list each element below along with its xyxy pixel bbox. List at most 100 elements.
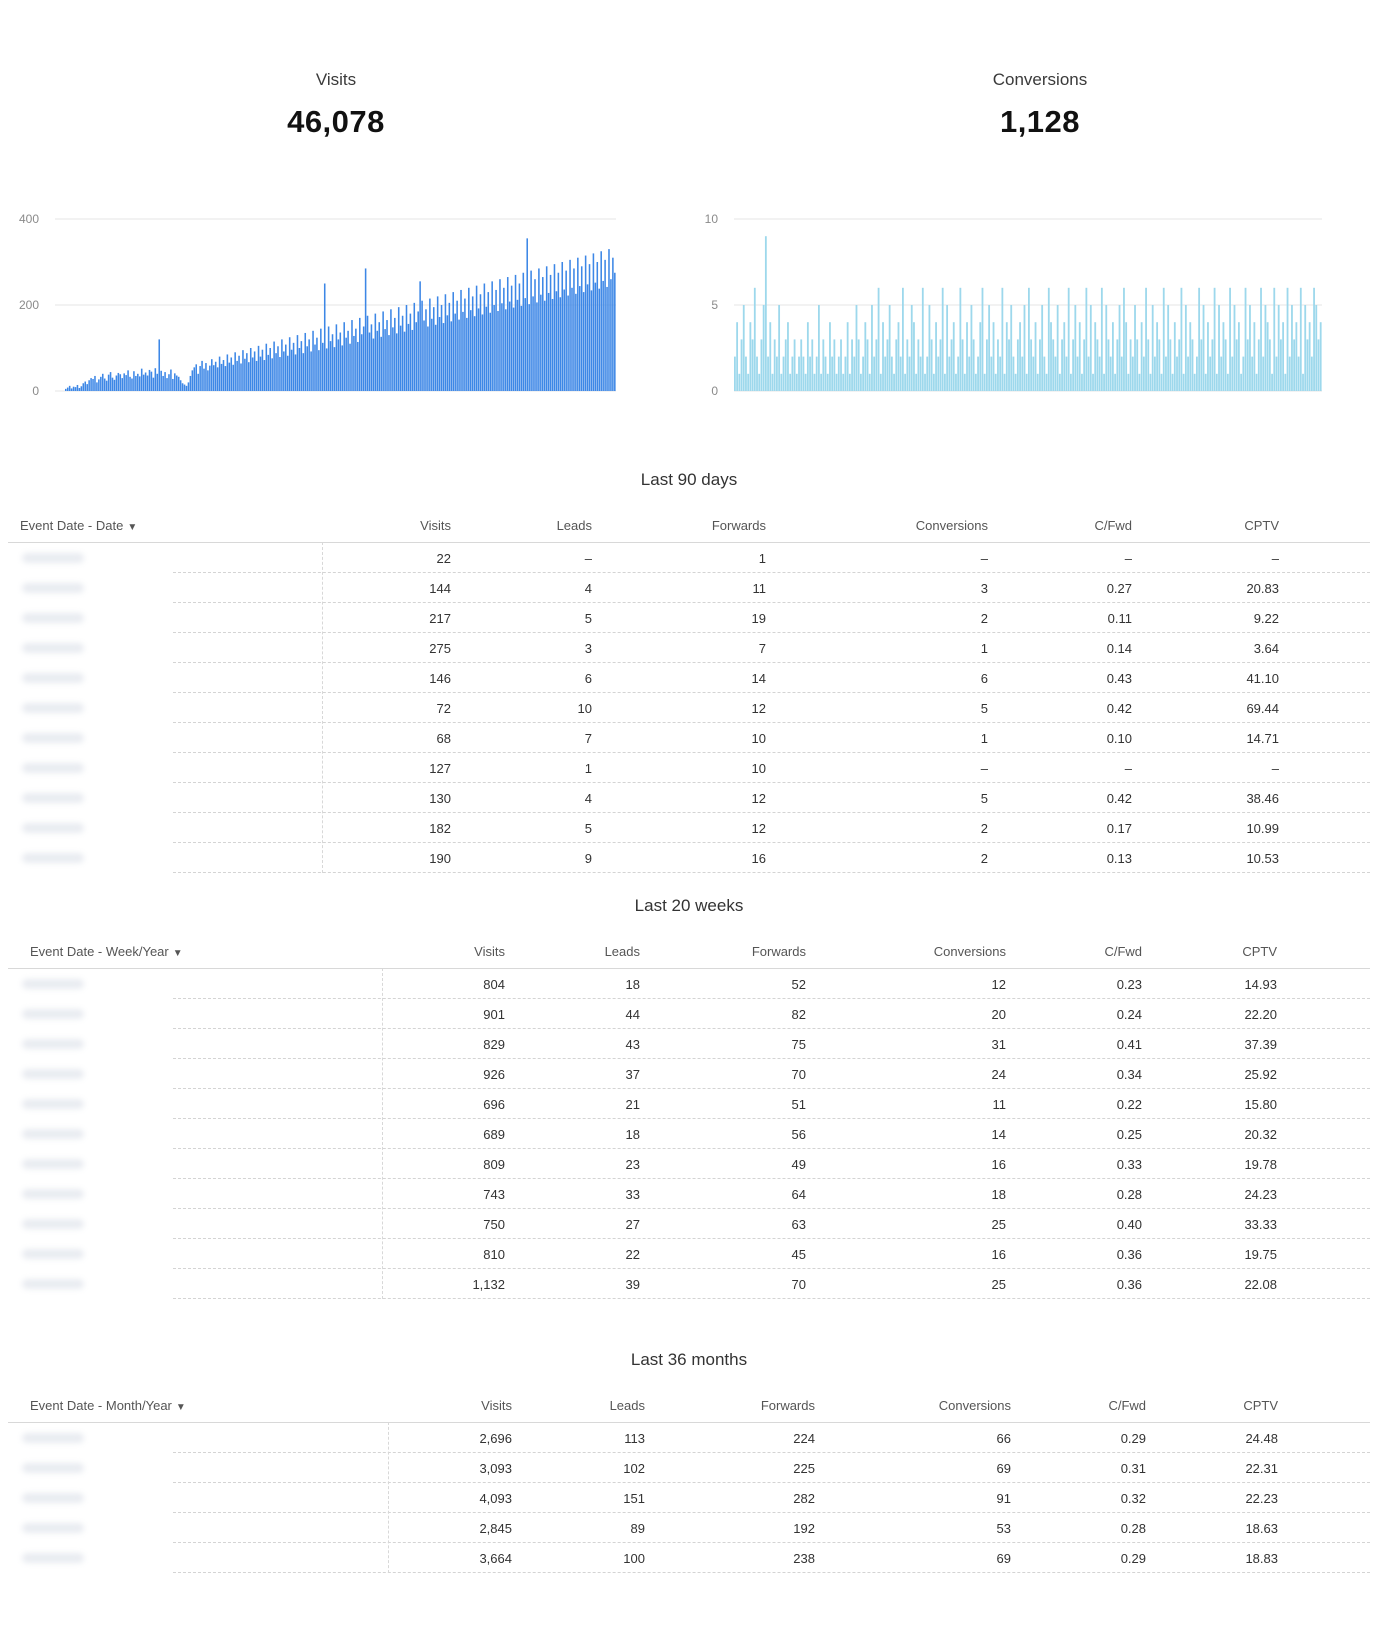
bar[interactable]: [80, 386, 83, 391]
bar[interactable]: [277, 346, 279, 391]
bar[interactable]: [1187, 356, 1189, 391]
bar[interactable]: [1264, 305, 1267, 391]
bar[interactable]: [565, 270, 567, 391]
bar[interactable]: [1129, 339, 1132, 391]
bar[interactable]: [154, 368, 157, 391]
bar[interactable]: [491, 281, 493, 391]
bar[interactable]: [401, 315, 404, 391]
bar[interactable]: [370, 324, 373, 391]
bar[interactable]: [806, 322, 809, 391]
sort-caret-icon[interactable]: ▼: [175, 1402, 186, 1413]
bar[interactable]: [573, 268, 575, 391]
bar[interactable]: [1107, 339, 1110, 391]
bar[interactable]: [339, 332, 342, 391]
bar[interactable]: [780, 373, 783, 391]
bar[interactable]: [1019, 322, 1021, 391]
bar[interactable]: [1034, 322, 1037, 391]
bar[interactable]: [454, 313, 456, 391]
bar[interactable]: [314, 344, 316, 391]
bar[interactable]: [532, 296, 534, 391]
bar[interactable]: [809, 356, 811, 391]
bar[interactable]: [493, 305, 495, 391]
bar[interactable]: [592, 253, 595, 391]
column-header-cptv[interactable]: CPTV: [1242, 944, 1277, 959]
bar[interactable]: [913, 322, 915, 391]
bar[interactable]: [994, 373, 997, 391]
bar[interactable]: [409, 313, 412, 391]
bar[interactable]: [1257, 339, 1260, 391]
bar[interactable]: [957, 356, 960, 391]
bar[interactable]: [826, 373, 829, 391]
bar[interactable]: [926, 356, 929, 391]
bar[interactable]: [283, 351, 285, 391]
bar[interactable]: [955, 373, 957, 391]
bar[interactable]: [362, 326, 365, 392]
bar[interactable]: [895, 339, 898, 391]
bar[interactable]: [824, 356, 827, 391]
bar[interactable]: [787, 322, 789, 391]
bar[interactable]: [1001, 287, 1004, 391]
bar[interactable]: [224, 366, 227, 391]
bar[interactable]: [201, 360, 203, 391]
bar[interactable]: [1178, 339, 1181, 391]
bar[interactable]: [175, 375, 178, 391]
bar[interactable]: [758, 373, 761, 391]
date-column-header[interactable]: Event Date - Month/Year ▼: [30, 1398, 186, 1413]
table-row[interactable]: 743 33 64 18 0.28 24.23: [8, 1179, 1370, 1209]
bar[interactable]: [179, 380, 182, 391]
bar[interactable]: [910, 305, 913, 391]
bar[interactable]: [1299, 287, 1302, 391]
bar[interactable]: [917, 339, 920, 391]
bar[interactable]: [193, 367, 196, 391]
bar[interactable]: [1191, 339, 1194, 391]
bar[interactable]: [222, 360, 225, 391]
bar[interactable]: [769, 322, 772, 391]
bar[interactable]: [577, 257, 579, 391]
bar[interactable]: [425, 309, 427, 391]
bar[interactable]: [855, 305, 858, 391]
bar[interactable]: [1297, 356, 1300, 391]
bar[interactable]: [908, 356, 911, 391]
bar[interactable]: [602, 280, 604, 391]
bar[interactable]: [94, 375, 96, 391]
bar[interactable]: [815, 356, 818, 391]
bar[interactable]: [431, 318, 433, 391]
bar[interactable]: [884, 356, 887, 391]
bar[interactable]: [579, 286, 581, 391]
bar[interactable]: [542, 277, 544, 391]
bar[interactable]: [135, 375, 137, 391]
bar[interactable]: [1319, 322, 1322, 391]
bar[interactable]: [1242, 356, 1245, 391]
column-header-conversions[interactable]: Conversions: [933, 944, 1006, 959]
bar[interactable]: [1255, 373, 1258, 391]
bar[interactable]: [444, 294, 447, 391]
bar[interactable]: [281, 339, 283, 391]
bar[interactable]: [96, 382, 98, 391]
bar[interactable]: [1147, 339, 1150, 391]
bar[interactable]: [545, 266, 548, 391]
bar[interactable]: [382, 311, 384, 391]
bar[interactable]: [298, 348, 301, 391]
bar[interactable]: [1023, 305, 1026, 391]
bar[interactable]: [921, 287, 924, 391]
bar[interactable]: [1092, 373, 1094, 391]
bar[interactable]: [1112, 322, 1114, 391]
bar[interactable]: [886, 339, 889, 391]
bar[interactable]: [526, 238, 528, 391]
bar[interactable]: [871, 305, 873, 391]
bar[interactable]: [551, 298, 554, 391]
bar[interactable]: [944, 373, 946, 391]
bar[interactable]: [158, 339, 161, 391]
bar[interactable]: [540, 294, 542, 391]
bar[interactable]: [1016, 339, 1019, 391]
bar[interactable]: [1087, 356, 1090, 391]
bar[interactable]: [1025, 373, 1028, 391]
bar[interactable]: [442, 323, 445, 391]
bar[interactable]: [364, 268, 367, 391]
bar[interactable]: [337, 339, 340, 391]
bar[interactable]: [121, 378, 124, 391]
bar[interactable]: [214, 361, 217, 391]
bar[interactable]: [475, 285, 478, 391]
table-row[interactable]: 217 5 19 2 0.11 9.22: [8, 603, 1370, 633]
bar[interactable]: [138, 376, 141, 391]
